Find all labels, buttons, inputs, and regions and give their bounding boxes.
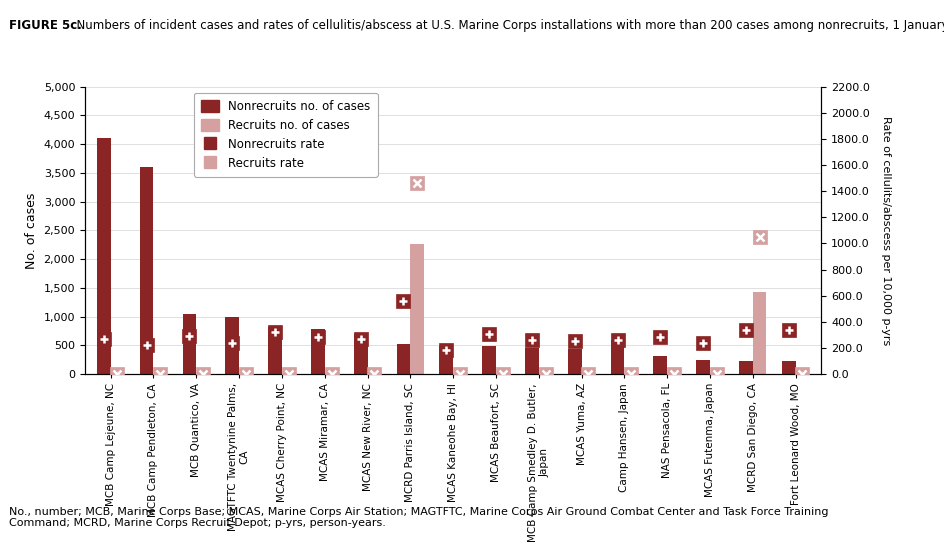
Bar bbox=[396, 344, 411, 374]
Text: Numbers of incident cases and rates of cellulitis/abscess at U.S. Marine Corps i: Numbers of incident cases and rates of c… bbox=[69, 19, 944, 32]
Bar bbox=[525, 348, 539, 374]
Text: FIGURE 5c.: FIGURE 5c. bbox=[9, 19, 82, 32]
Bar bbox=[697, 360, 710, 374]
Bar bbox=[311, 329, 325, 374]
Legend: Nonrecruits no. of cases, Recruits no. of cases, Nonrecruits rate, Recruits rate: Nonrecruits no. of cases, Recruits no. o… bbox=[194, 93, 378, 177]
Bar bbox=[439, 346, 453, 374]
Bar bbox=[752, 292, 767, 374]
Bar bbox=[739, 361, 752, 374]
Bar bbox=[97, 138, 110, 374]
Bar bbox=[411, 243, 424, 374]
Bar bbox=[653, 356, 667, 374]
Bar bbox=[568, 349, 582, 374]
Bar bbox=[482, 346, 496, 374]
Bar bbox=[182, 314, 196, 374]
Bar bbox=[226, 317, 239, 374]
Bar bbox=[782, 361, 796, 374]
Y-axis label: Rate of cellulits/abscess per 10,000 p-yrs: Rate of cellulits/abscess per 10,000 p-y… bbox=[881, 116, 891, 345]
Bar bbox=[611, 340, 624, 374]
Bar bbox=[140, 167, 154, 374]
Y-axis label: No. of cases: No. of cases bbox=[25, 192, 38, 268]
Bar bbox=[354, 334, 367, 374]
Text: No., number; MCB, Marine Corps Base; MCAS, Marine Corps Air Station; MAGTFTC, Ma: No., number; MCB, Marine Corps Base; MCA… bbox=[9, 507, 829, 528]
Bar bbox=[268, 327, 282, 374]
